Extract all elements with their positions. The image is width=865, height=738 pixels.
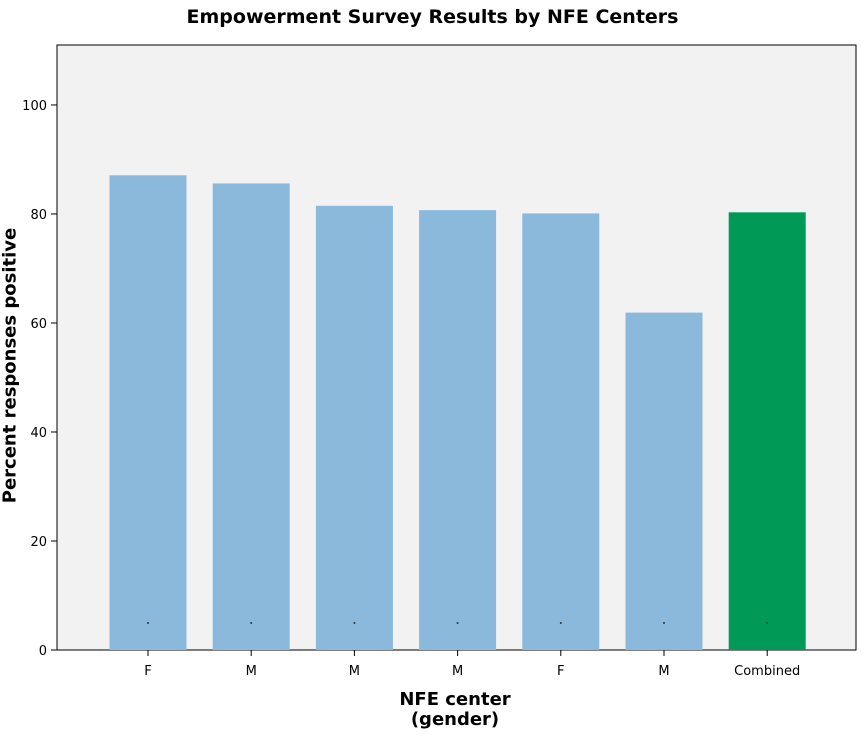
- x-tick-label: Combined: [734, 664, 800, 679]
- bar-marker-dot: [663, 622, 665, 624]
- bar: [729, 212, 806, 650]
- x-tick-label: M: [658, 664, 669, 679]
- y-tick-label: 20: [30, 535, 47, 550]
- bar: [316, 206, 393, 650]
- y-tick-label: 0: [39, 644, 47, 659]
- y-tick-label: 60: [30, 317, 47, 332]
- x-tick-label: M: [349, 664, 360, 679]
- y-tick-label: 100: [22, 99, 47, 114]
- bar: [626, 313, 703, 650]
- bar: [213, 183, 290, 650]
- x-tick-label: F: [144, 664, 151, 679]
- x-tick-label: M: [246, 664, 257, 679]
- bar-marker-dot: [766, 622, 768, 624]
- bar: [522, 213, 599, 650]
- bar: [419, 210, 496, 650]
- y-tick-label: 80: [30, 208, 47, 223]
- bar: [110, 175, 187, 650]
- y-tick-label: 40: [30, 426, 47, 441]
- bar-marker-dot: [353, 622, 355, 624]
- bar-marker-dot: [560, 622, 562, 624]
- x-tick-label: F: [557, 664, 564, 679]
- bar-marker-dot: [250, 622, 252, 624]
- bar-marker-dot: [147, 622, 149, 624]
- x-tick-label: M: [452, 664, 463, 679]
- bar-marker-dot: [457, 622, 459, 624]
